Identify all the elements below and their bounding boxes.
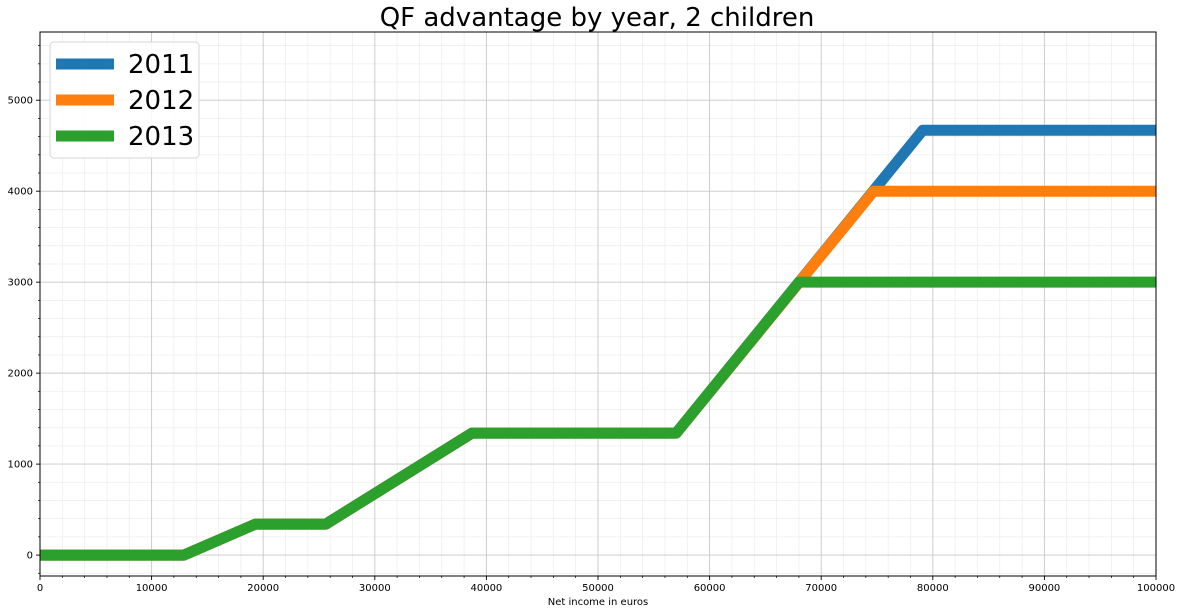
x-tick-label: 70000	[805, 583, 837, 594]
series-line-2013	[40, 276, 1156, 561]
x-tick-label: 60000	[694, 583, 726, 594]
x-tick-label: 40000	[470, 583, 502, 594]
x-axis: 0 10000 20000 30000 40000 50000 60000 70000 8000…	[37, 576, 1175, 594]
x-tick-label: 0	[37, 583, 43, 594]
x-tick-label: 10000	[136, 583, 168, 594]
x-axis-label: Net income in euros	[548, 597, 649, 608]
y-tick-label: 3000	[8, 278, 33, 289]
chart-title: QF advantage by year, 2 children	[380, 3, 815, 33]
series-lines	[40, 124, 1156, 561]
x-tick-label: 100000	[1137, 583, 1175, 594]
y-axis: 0 1000 2000 3000 4000 5000	[8, 45, 40, 574]
legend-label-2013: 2013	[128, 122, 194, 152]
legend: 2011 2012 2013	[49, 41, 200, 159]
x-tick-label: 80000	[917, 583, 949, 594]
x-tick-label: 30000	[359, 583, 391, 594]
x-tick-label: 20000	[247, 583, 279, 594]
x-tick-label: 50000	[582, 583, 614, 594]
x-tick-label: 90000	[1028, 583, 1060, 594]
y-tick-label: 1000	[8, 460, 33, 471]
y-tick-label: 0	[27, 551, 33, 562]
y-tick-label: 5000	[8, 96, 33, 107]
y-tick-label: 2000	[8, 369, 33, 380]
legend-box	[49, 41, 200, 159]
y-tick-label: 4000	[8, 187, 33, 198]
legend-label-2012: 2012	[128, 86, 194, 116]
legend-label-2011: 2011	[128, 50, 194, 80]
